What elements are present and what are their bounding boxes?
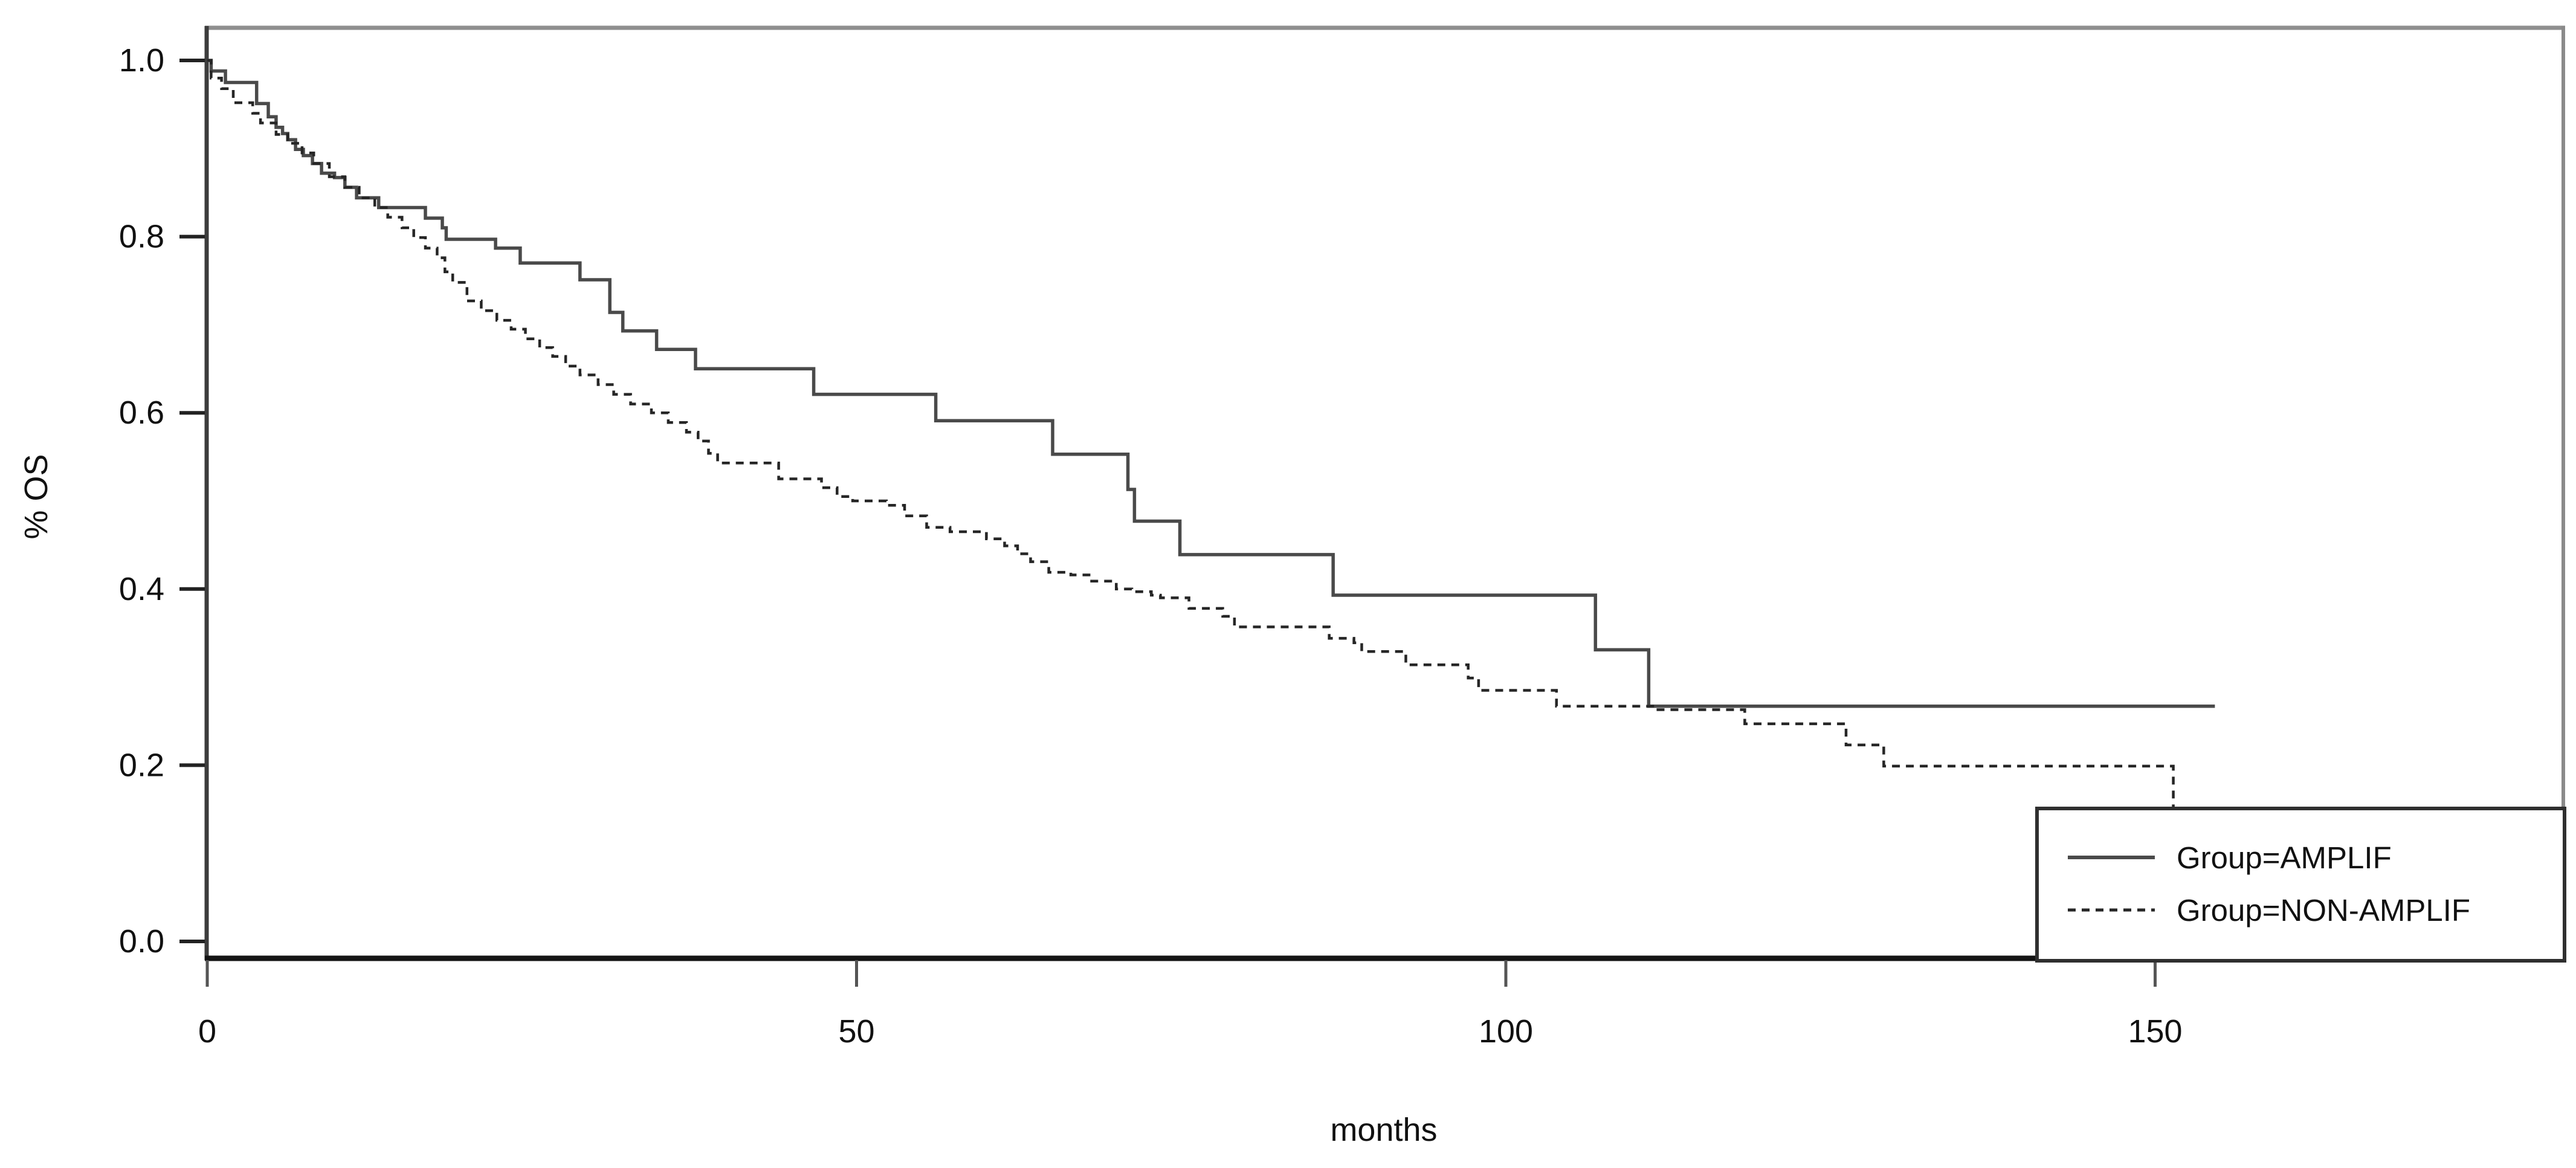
legend: Group=AMPLIF Group=NON-AMPLIF: [2035, 807, 2566, 963]
x-tick-label: 50: [838, 1013, 874, 1050]
y-tick-label: 0.8: [119, 219, 164, 255]
y-tick-label: 0.4: [119, 571, 164, 607]
y-tick-label: 0.2: [119, 747, 164, 783]
non-amplif-survival-curve: [207, 59, 2175, 810]
legend-box: [2035, 807, 2566, 963]
legend-label-amplif: Group=AMPLIF: [2177, 841, 2392, 875]
legend-label-non-amplif: Group=NON-AMPLIF: [2177, 893, 2470, 928]
y-tick-label: 1.0: [119, 42, 164, 79]
x-axis-ticks: 0 50 100 150: [198, 960, 2183, 1050]
y-tick-label: 0.6: [119, 395, 164, 431]
x-tick-label: 0: [198, 1013, 216, 1050]
x-tick-label: 150: [2128, 1013, 2182, 1050]
y-axis-title: % OS: [18, 454, 54, 539]
y-axis-ticks: 1.0 0.8 0.6 0.4 0.2 0.0: [119, 42, 205, 960]
x-tick-label: 100: [1479, 1013, 1533, 1050]
amplif-survival-curve: [207, 59, 2215, 708]
x-axis-title: months: [1330, 1112, 1437, 1148]
y-tick-label: 0.0: [119, 923, 164, 960]
